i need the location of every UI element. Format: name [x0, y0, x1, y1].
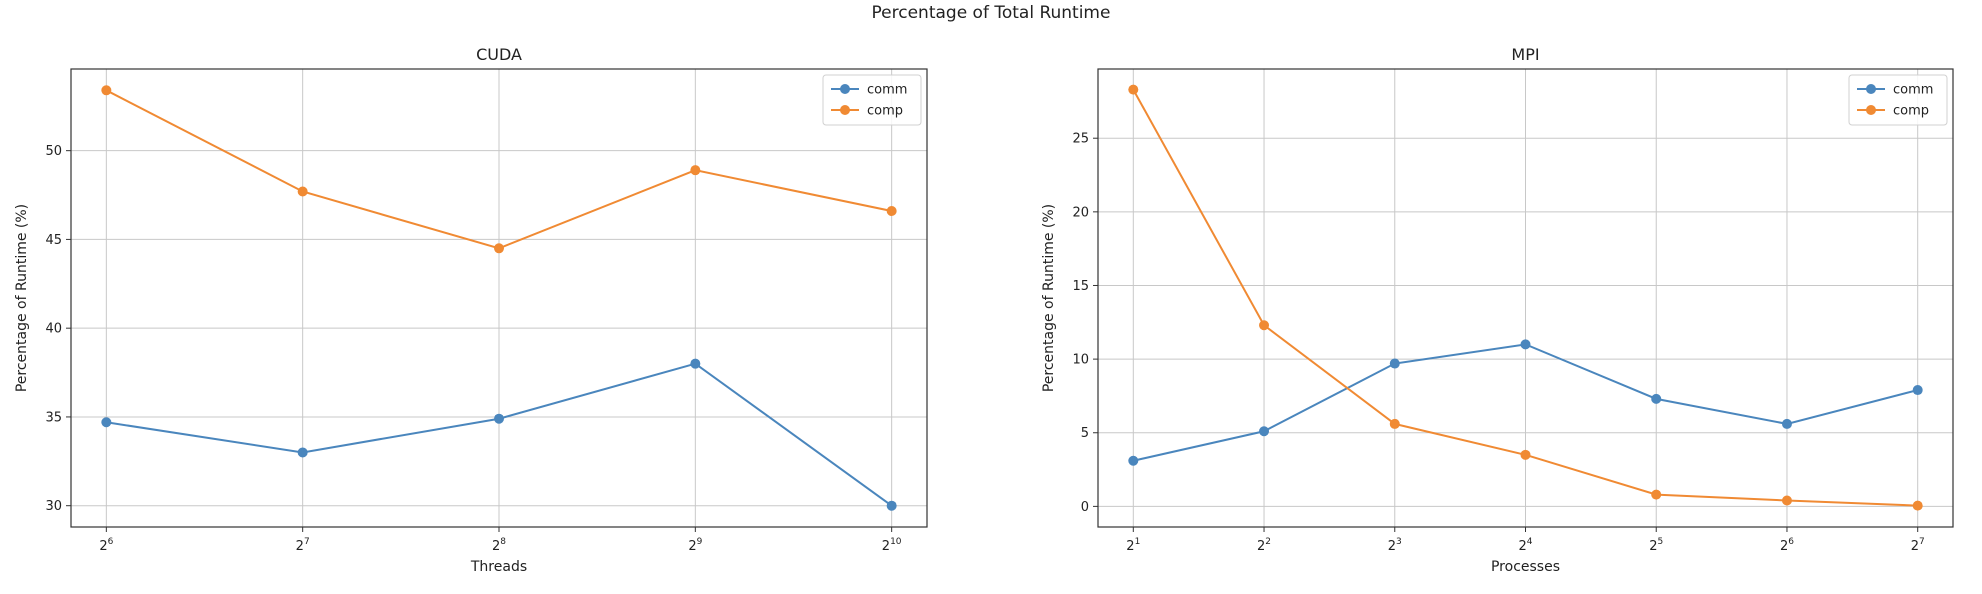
chart-title: CUDA: [476, 45, 522, 64]
x-tick-label: 26: [1780, 537, 1794, 554]
x-tick-label: 24: [1518, 537, 1532, 554]
data-point-comm: [1651, 393, 1662, 404]
x-tick-label: 210: [882, 537, 902, 554]
y-tick-label: 25: [1072, 132, 1089, 147]
data-point-comp: [1389, 418, 1400, 429]
legend-swatch-marker: [840, 105, 850, 115]
x-axis-label: Processes: [1491, 559, 1560, 575]
legend-label: comm: [1893, 83, 1933, 98]
legend-swatch-marker: [840, 84, 850, 94]
legend-swatch-marker: [1866, 84, 1876, 94]
y-axis-label: Percentage of Runtime (%): [1041, 204, 1057, 392]
y-axis-label: Percentage of Runtime (%): [14, 204, 30, 392]
data-point-comp: [1651, 489, 1662, 500]
legend-label: comp: [867, 104, 903, 119]
data-point-comm: [1912, 385, 1923, 396]
y-tick-label: 35: [45, 410, 62, 425]
chart-mpi: 21 22 23 24 25 26 27 0 5 10 15 20 25 Processes Percent…: [1041, 45, 1954, 575]
y-tick-label: 30: [45, 499, 62, 514]
data-point-comm: [1389, 358, 1400, 369]
y-tick-label: 20: [1072, 205, 1089, 220]
x-tick-label: 29: [688, 537, 702, 554]
y-tick-label: 0: [1081, 500, 1089, 515]
data-point-comm: [297, 447, 308, 458]
data-point-comm: [1128, 455, 1139, 466]
chart-title: MPI: [1511, 45, 1539, 64]
data-point-comm: [690, 358, 701, 369]
data-point-comp: [690, 165, 701, 176]
chart-cuda: 26 27 28 29 210 30 35 40 45 50 Threads Percentage o…: [14, 45, 928, 575]
y-tick-label: 5: [1081, 426, 1089, 441]
data-point-comm: [886, 500, 897, 511]
x-tick-label: 28: [492, 537, 506, 554]
x-tick-label: 21: [1126, 537, 1140, 554]
legend-swatch-marker: [1866, 105, 1876, 115]
data-point-comp: [1912, 500, 1923, 511]
y-tick-label: 10: [1072, 353, 1089, 368]
data-point-comm: [1781, 418, 1792, 429]
data-point-comp: [1781, 495, 1792, 506]
data-point-comp: [886, 206, 897, 217]
y-tick-label: 45: [45, 233, 62, 248]
x-axis-label: Threads: [470, 559, 527, 575]
y-tick-label: 15: [1072, 279, 1089, 294]
data-point-comp: [1128, 84, 1139, 95]
x-tick-label: 27: [296, 537, 310, 554]
data-point-comm: [494, 413, 504, 424]
x-tick-label: 25: [1649, 537, 1663, 554]
data-point-comm: [1259, 426, 1270, 437]
data-point-comm: [101, 417, 112, 428]
legend: comm comp: [822, 74, 922, 126]
x-tick-label: 23: [1388, 537, 1402, 554]
data-point-comp: [1259, 320, 1270, 331]
data-point-comp: [101, 85, 112, 96]
data-point-comp: [1520, 449, 1531, 460]
y-tick-label: 50: [45, 144, 62, 159]
data-point-comp: [494, 243, 504, 254]
x-tick-label: 26: [99, 537, 113, 554]
legend-label: comm: [867, 83, 907, 98]
figure-title: Percentage of Total Runtime: [871, 3, 1111, 23]
x-tick-label: 22: [1257, 537, 1271, 554]
data-point-comm: [1520, 339, 1531, 350]
y-tick-label: 40: [45, 322, 62, 337]
x-tick-label: 27: [1911, 537, 1925, 554]
data-point-comp: [297, 186, 308, 197]
legend: comm comp: [1848, 74, 1948, 126]
legend-label: comp: [1893, 104, 1929, 119]
